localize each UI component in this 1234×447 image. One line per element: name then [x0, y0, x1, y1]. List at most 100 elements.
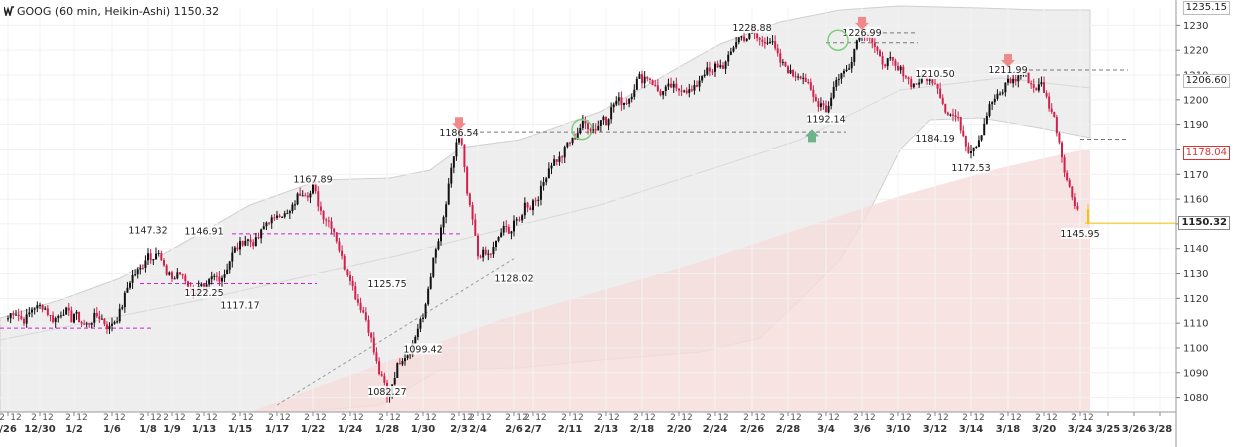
candle-body — [85, 323, 88, 325]
chart-reference-lines — [0, 32, 1128, 406]
hour-label: 12 — [644, 413, 655, 423]
candle-body — [812, 89, 815, 97]
candle-body — [301, 195, 304, 197]
hour-label: 12 — [1010, 413, 1021, 423]
candle-body — [643, 76, 646, 84]
candle-body — [414, 337, 417, 344]
candle-body — [487, 253, 490, 255]
price-label: 1184.19 — [915, 134, 954, 145]
hour-label: 2 — [779, 413, 785, 423]
price-label-bg — [368, 278, 406, 290]
hour-label: 2 — [103, 413, 109, 423]
candle-body — [587, 123, 589, 130]
hour-label: 2 — [341, 413, 347, 423]
price-label-bg — [368, 385, 406, 397]
candle-body — [633, 89, 636, 97]
candle-body — [213, 275, 216, 277]
candle-body — [341, 250, 344, 256]
candle-body — [422, 317, 424, 319]
candle-body — [620, 97, 623, 105]
date-label: 2/18 — [630, 424, 655, 435]
candle-body — [262, 226, 265, 230]
hour-label: 2 — [706, 413, 712, 423]
candle-body — [231, 252, 234, 262]
candle-body — [886, 58, 889, 67]
candle-body — [181, 274, 184, 276]
candle-body — [1071, 186, 1074, 198]
hour-label: 2 — [1071, 413, 1077, 423]
candle-body — [103, 318, 106, 325]
candle-body — [630, 96, 633, 100]
candle-body — [141, 267, 144, 269]
candle-body — [1009, 78, 1012, 84]
candle-body — [416, 328, 419, 338]
candle-body — [884, 64, 887, 67]
candle-body — [1048, 96, 1051, 109]
hour-label: 12 — [389, 413, 400, 423]
price-tick-label: 1140 — [1183, 244, 1208, 255]
candle-body — [492, 246, 495, 255]
candle-body — [25, 314, 28, 324]
candle-body — [526, 202, 529, 208]
price-label-bg — [916, 67, 954, 79]
candle-body — [200, 283, 203, 287]
hour-label: 12 — [76, 413, 87, 423]
candle-body — [33, 308, 36, 310]
candle-body — [584, 121, 587, 124]
hour-label: 12 — [315, 413, 326, 423]
candle-body — [518, 219, 521, 221]
candle-body — [54, 318, 57, 323]
candle-body — [771, 41, 774, 43]
candle-body — [850, 61, 853, 69]
candle-body — [489, 253, 492, 255]
candle-body — [827, 106, 830, 113]
candle-body — [70, 310, 73, 323]
hour-label: 2 — [853, 413, 859, 423]
candle-body — [93, 312, 96, 323]
chart-title: GOOG (60 min, Heikin-Ashi) 1150.32 — [3, 4, 219, 18]
candle-body — [680, 90, 683, 92]
candle-body — [139, 267, 142, 270]
candle-body — [83, 323, 86, 325]
candle-body — [173, 278, 176, 280]
candle-body — [902, 66, 905, 77]
candle-body — [57, 315, 60, 319]
candle-body — [662, 91, 665, 96]
candle-body — [822, 103, 825, 106]
candle-body — [409, 354, 412, 356]
candle-body — [761, 39, 764, 42]
price-label: 1192.14 — [806, 114, 845, 125]
candle-body — [429, 276, 432, 289]
candle-body — [879, 50, 881, 57]
signal-circle-icon — [827, 29, 849, 52]
candle-body — [1068, 180, 1071, 187]
candle-body — [550, 165, 553, 169]
price-label-bg — [185, 225, 223, 237]
price-label: 1117.17 — [220, 300, 259, 311]
candle-body — [15, 314, 17, 316]
chart-axes: 1080109011001110112011301140115011601170… — [0, 0, 1208, 447]
candle-body — [706, 67, 709, 75]
candle-body — [317, 191, 320, 207]
candle-body — [735, 42, 738, 48]
candle-body — [605, 116, 607, 126]
candle-body — [455, 142, 458, 157]
hour-label: 12 — [174, 413, 185, 423]
candle-body — [254, 237, 257, 247]
candle-body — [144, 260, 147, 268]
price-label-bg — [221, 299, 259, 311]
candle-body — [171, 272, 173, 279]
candle-body — [931, 79, 934, 84]
date-label: 3/26 — [1122, 424, 1147, 435]
candle-body — [152, 259, 155, 261]
candle-body — [380, 373, 383, 376]
candle-body — [711, 71, 714, 73]
candle-body — [176, 272, 179, 279]
price-label-bg — [843, 26, 881, 38]
candle-body — [784, 61, 787, 67]
candle-body — [257, 237, 260, 239]
candle-body — [1019, 74, 1022, 76]
candle-body — [635, 78, 638, 90]
candle-body — [370, 332, 373, 338]
